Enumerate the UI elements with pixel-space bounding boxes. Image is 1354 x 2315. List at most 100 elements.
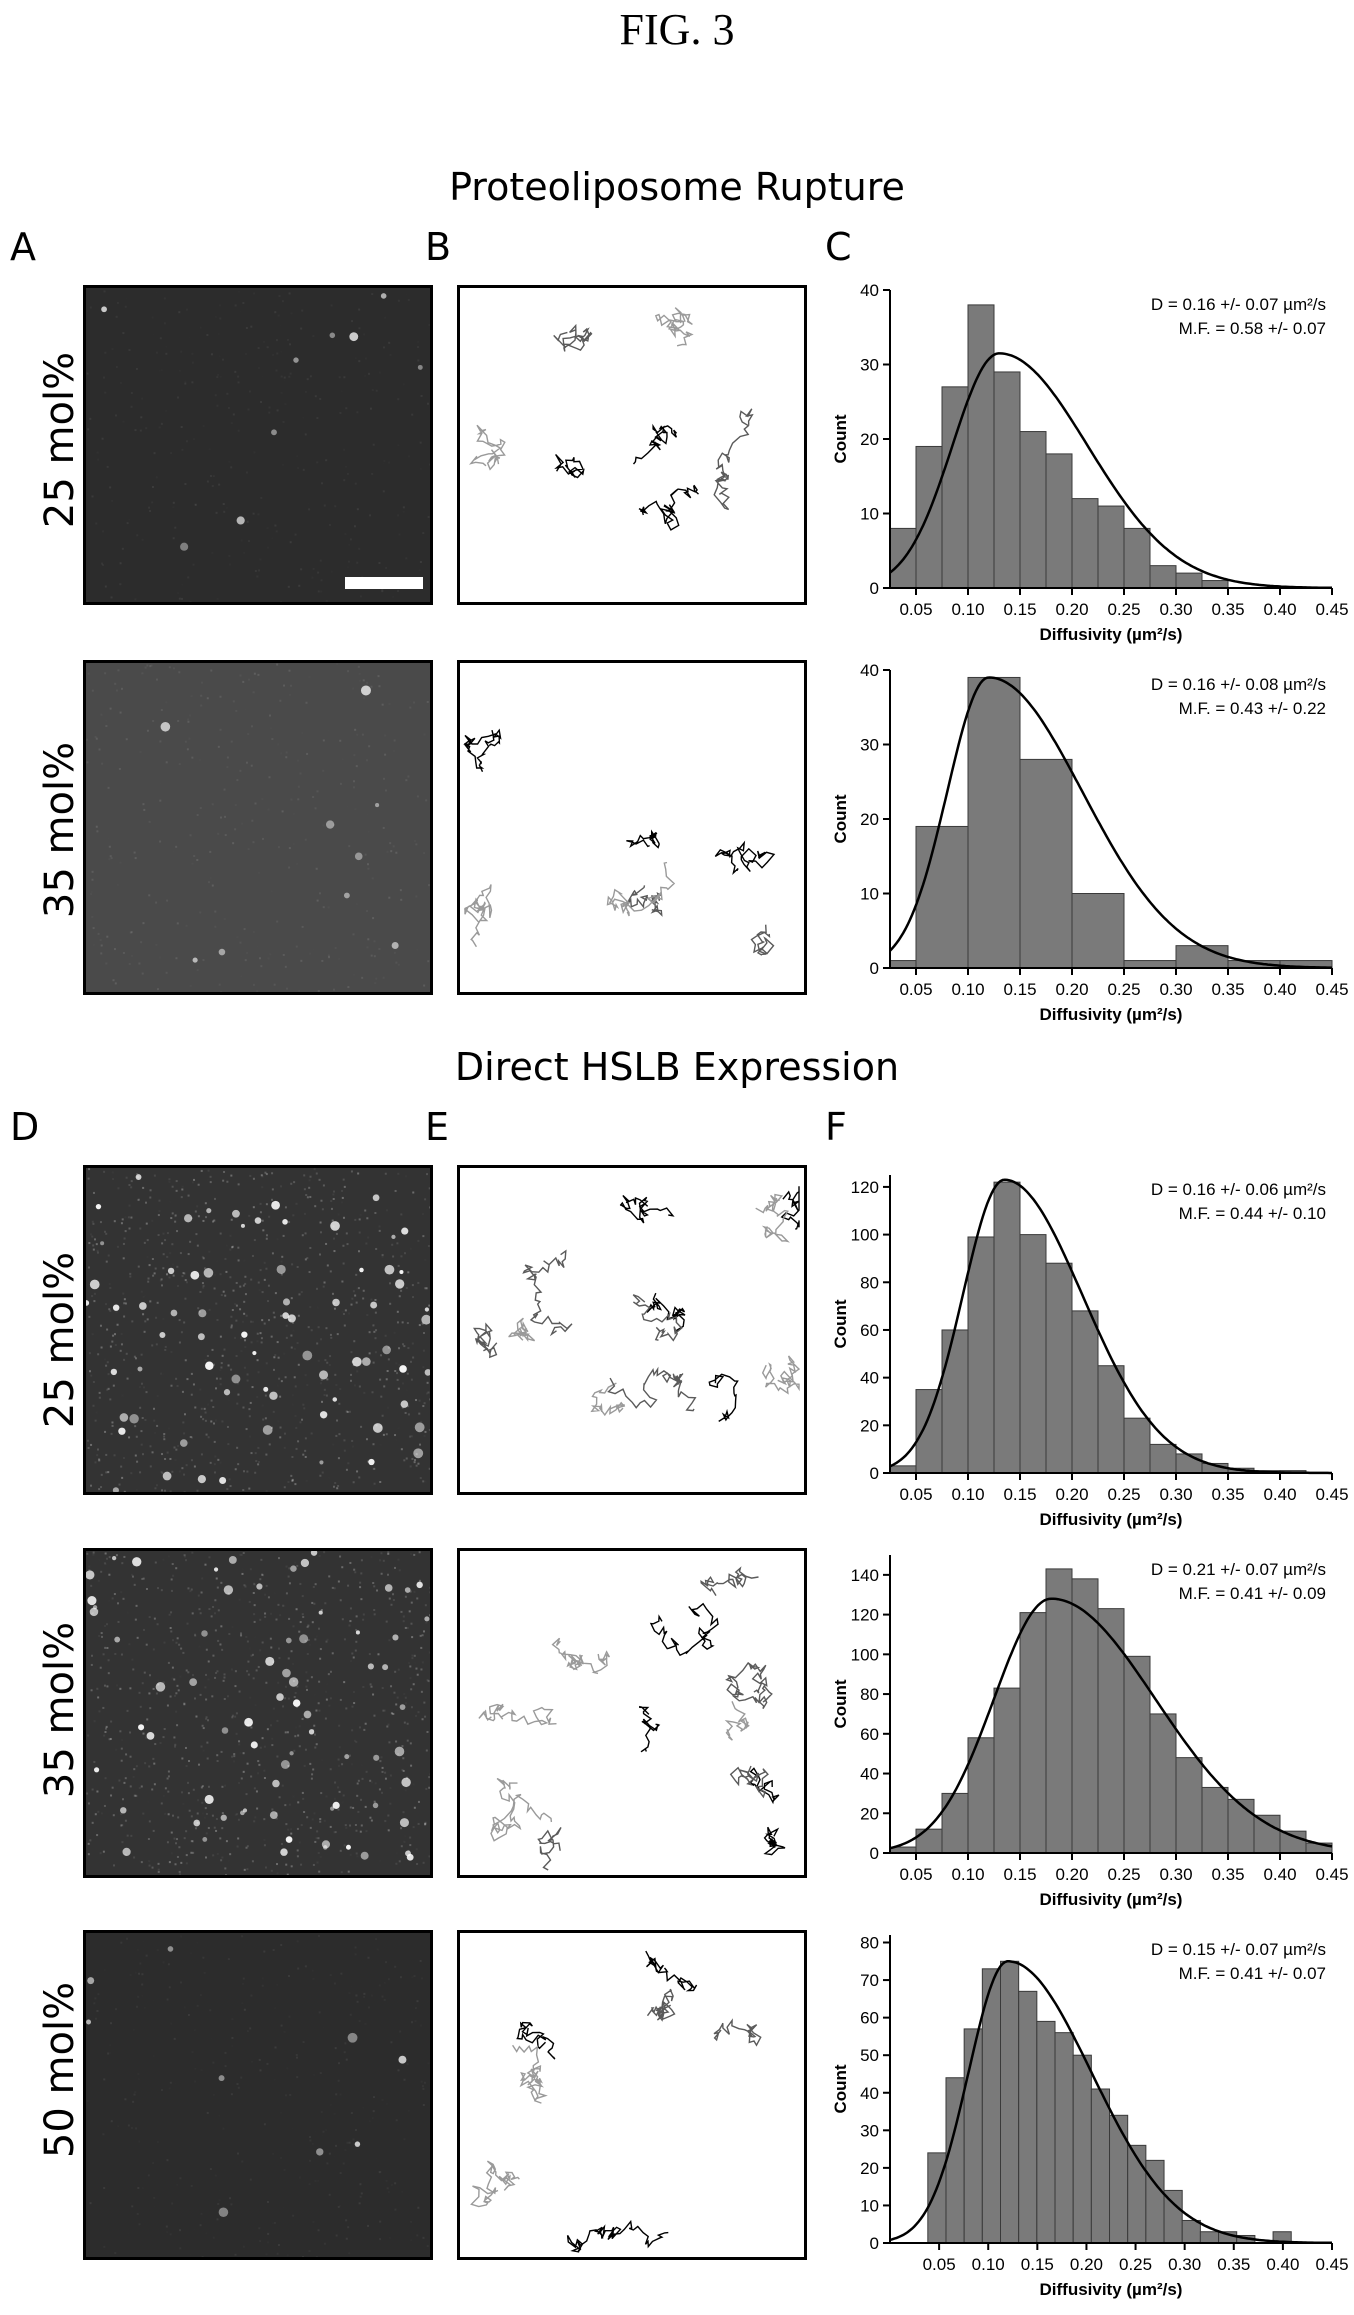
noise-pixel [263,1422,265,1424]
noise-pixel [274,1292,277,1295]
noise-pixel [378,1229,381,1232]
noise-pixel [342,2162,345,2165]
noise-pixel [416,346,419,349]
fluorescent-spot [405,1850,411,1857]
noise-pixel [372,443,375,446]
noise-pixel [242,680,245,683]
noise-pixel [280,2024,283,2027]
noise-pixel [412,682,414,684]
noise-pixel [314,1638,317,1641]
fluorescent-spot [382,1345,391,1355]
noise-pixel [389,842,392,845]
noise-pixel [403,383,405,385]
y-tick-label: 30 [860,736,879,755]
noise-pixel [201,1282,204,1285]
noise-pixel [193,855,196,858]
noise-pixel [114,1652,117,1655]
fluorescent-spot [280,1760,290,1769]
histogram-bar [1071,1578,1099,1854]
noise-pixel [328,1704,331,1707]
fluorescent-spot [282,1298,291,1306]
noise-pixel [106,1623,109,1626]
noise-pixel [123,1555,126,1558]
noise-pixel [136,2005,139,2008]
x-tick-label: 0.40 [1263,600,1296,619]
noise-pixel [270,1724,273,1727]
noise-pixel [125,1753,128,1756]
noise-pixel [205,1433,208,1436]
noise-pixel [274,2046,277,2049]
noise-pixel [257,1463,260,1466]
noise-pixel [180,597,183,600]
fluorescent-spot [89,1279,100,1290]
noise-pixel [374,1351,377,1354]
noise-pixel [90,1374,93,1377]
noise-pixel [410,701,412,703]
noise-pixel [202,1956,205,1959]
noise-pixel [111,1421,114,1424]
noise-pixel [358,1218,361,1221]
noise-pixel [367,938,370,941]
noise-pixel [122,1242,125,1245]
noise-pixel [301,1718,304,1721]
fluorescent-spot [137,1366,143,1372]
noise-pixel [188,1809,191,1812]
noise-pixel [135,1604,138,1607]
noise-pixel [340,1972,343,1975]
noise-pixel [271,1172,274,1175]
y-tick-label: 30 [860,2121,879,2140]
noise-pixel [166,1841,169,1844]
noise-pixel [415,1464,418,1467]
noise-pixel [270,1612,273,1615]
noise-pixel [190,1840,193,1843]
y-tick-label: 40 [860,2084,879,2103]
trajectory-path [470,2160,520,2208]
noise-pixel [334,1781,337,1784]
noise-pixel [211,884,214,887]
fluorescent-spot [399,1818,409,1828]
noise-pixel [248,390,251,393]
noise-pixel [136,1173,139,1176]
fluorescent-spot [220,1814,227,1821]
noise-pixel [323,1551,326,1554]
noise-pixel [333,1307,336,1310]
noise-pixel [98,748,101,751]
noise-pixel [125,297,127,299]
x-tick-label: 0.25 [1107,600,1140,619]
noise-pixel [174,526,177,529]
noise-pixel [93,944,95,946]
fit-annotation: M.F. = 0.41 +/- 0.09 [1179,1584,1326,1603]
noise-pixel [316,1830,319,1833]
noise-pixel [95,737,98,740]
noise-pixel [238,430,240,432]
noise-pixel [221,1785,224,1788]
noise-pixel [385,566,388,569]
noise-pixel [151,1866,154,1869]
noise-pixel [384,789,387,792]
noise-pixel [104,1562,107,1565]
noise-pixel [120,1747,123,1750]
noise-pixel [147,1277,150,1280]
noise-pixel [214,925,217,928]
noise-pixel [179,1981,182,1984]
noise-pixel [124,2098,127,2101]
noise-pixel [424,1822,427,1825]
noise-pixel [91,1821,94,1824]
noise-pixel [342,1794,345,1797]
noise-pixel [270,727,272,729]
noise-pixel [406,1389,408,1391]
noise-pixel [405,294,407,296]
noise-pixel [104,1430,107,1433]
noise-pixel [148,1864,151,1867]
noise-pixel [280,351,282,353]
noise-pixel [245,1846,248,1849]
noise-pixel [145,1736,148,1739]
noise-pixel [256,1340,258,1342]
noise-pixel [317,1837,320,1840]
noise-pixel [261,837,264,840]
fit-annotation: M.F. = 0.58 +/- 0.07 [1179,319,1326,338]
x-tick-label: 0.30 [1159,980,1192,999]
fit-annotation: D = 0.15 +/- 0.07 µm²/s [1151,1940,1326,1959]
noise-pixel [410,2239,412,2241]
noise-pixel [363,1992,366,1995]
